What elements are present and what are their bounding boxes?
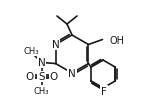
Text: OH: OH — [110, 35, 124, 45]
Text: O: O — [49, 72, 58, 82]
Text: CH₃: CH₃ — [34, 86, 49, 95]
Text: N: N — [52, 40, 59, 50]
Text: N: N — [68, 68, 76, 78]
Text: S: S — [38, 72, 45, 82]
Text: O: O — [25, 72, 34, 82]
Text: CH₃: CH₃ — [24, 47, 39, 56]
Text: F: F — [101, 86, 107, 96]
Text: N: N — [38, 58, 45, 68]
